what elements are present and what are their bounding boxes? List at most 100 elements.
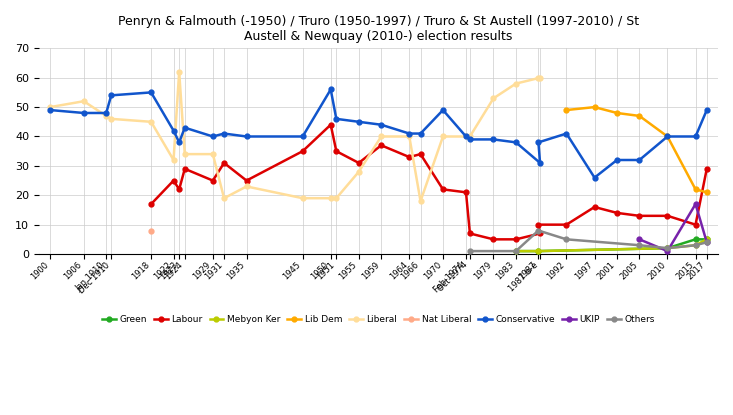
Green [663, 246, 672, 251]
Labour [298, 149, 307, 154]
Liberal [169, 158, 178, 163]
Conservative [377, 122, 386, 127]
Labour [169, 178, 178, 183]
Conservative [613, 158, 622, 163]
Conservative [512, 140, 520, 145]
Others [512, 249, 520, 254]
Conservative [635, 158, 644, 163]
Conservative [79, 110, 88, 115]
Green [702, 237, 711, 242]
Liberal [512, 81, 520, 86]
UKIP [702, 240, 711, 245]
Green [534, 249, 543, 254]
Conservative [416, 131, 425, 136]
Conservative [180, 125, 189, 130]
Conservative [462, 134, 471, 139]
Line: Lib Dem: Lib Dem [564, 105, 710, 195]
Labour [147, 202, 155, 207]
Conservative [208, 134, 217, 139]
Mebyon Ker [512, 249, 520, 254]
Labour [465, 231, 474, 236]
Liberal [465, 134, 474, 139]
Conservative [438, 107, 447, 112]
Green [512, 249, 520, 254]
Liberal [489, 96, 498, 101]
Others [691, 243, 700, 248]
Others [635, 243, 644, 248]
Lib Dem [613, 110, 622, 115]
Labour [462, 190, 471, 195]
Conservative [590, 175, 599, 180]
Liberal [298, 196, 307, 201]
Labour [663, 213, 672, 218]
Labour [562, 222, 571, 227]
Labour [180, 166, 189, 171]
Others [562, 237, 571, 242]
Line: Labour: Labour [149, 122, 710, 242]
Labour [242, 178, 251, 183]
Conservative [169, 128, 178, 133]
Labour [208, 178, 217, 183]
Others [534, 228, 543, 233]
Labour [332, 149, 341, 154]
Liberal [147, 119, 155, 124]
Conservative [174, 140, 183, 145]
Labour [590, 205, 599, 210]
Lib Dem [590, 105, 599, 110]
Others [465, 249, 474, 254]
Lib Dem [702, 190, 711, 195]
Conservative [691, 134, 700, 139]
Lib Dem [691, 187, 700, 192]
Labour [416, 151, 425, 156]
Liberal [416, 199, 425, 204]
UKIP [691, 202, 700, 207]
Conservative [405, 131, 413, 136]
Legend: Green, Labour, Mebyon Ker, Lib Dem, Liberal, Nat Liberal, Conservative, UKIP, Ot: Green, Labour, Mebyon Ker, Lib Dem, Libe… [98, 312, 658, 328]
Conservative [220, 131, 229, 136]
Liberal [536, 75, 545, 80]
Conservative [534, 140, 543, 145]
Others [663, 246, 672, 251]
Liberal [220, 196, 229, 201]
UKIP [635, 237, 644, 242]
Liberal [462, 134, 471, 139]
Green [691, 237, 700, 242]
Mebyon Ker [663, 246, 672, 251]
Line: Mebyon Ker: Mebyon Ker [514, 237, 710, 254]
Conservative [663, 134, 672, 139]
Line: UKIP: UKIP [637, 202, 710, 254]
Labour [691, 222, 700, 227]
Liberal [534, 75, 543, 80]
Others [702, 240, 711, 245]
Conservative [45, 107, 54, 112]
Line: Green: Green [514, 237, 710, 254]
Line: Conservative: Conservative [48, 87, 710, 180]
Labour [405, 154, 413, 159]
Liberal [405, 134, 413, 139]
Mebyon Ker [702, 237, 711, 242]
Liberal [174, 69, 183, 74]
Line: Others: Others [468, 228, 710, 254]
Liberal [79, 99, 88, 104]
Labour [702, 166, 711, 171]
Conservative [562, 131, 571, 136]
Lib Dem [663, 134, 672, 139]
Conservative [298, 134, 307, 139]
Liberal [242, 184, 251, 189]
Conservative [242, 134, 251, 139]
Liberal [45, 105, 54, 110]
Liberal [102, 113, 111, 118]
Liberal [377, 134, 386, 139]
Labour [354, 161, 363, 166]
Mebyon Ker [691, 243, 700, 248]
Labour [326, 122, 335, 127]
Labour [377, 143, 386, 148]
Conservative [332, 116, 341, 121]
Conservative [354, 119, 363, 124]
Conservative [102, 110, 111, 115]
Liberal [208, 151, 217, 156]
Liberal [180, 151, 189, 156]
Conservative [536, 161, 545, 166]
Lib Dem [562, 107, 571, 112]
Labour [534, 222, 543, 227]
